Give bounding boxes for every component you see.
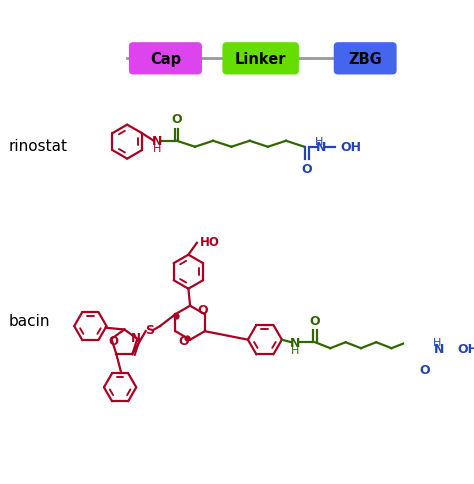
Text: rinostat: rinostat xyxy=(8,139,67,154)
Text: O: O xyxy=(301,163,312,176)
Text: H: H xyxy=(292,345,300,355)
Text: HO: HO xyxy=(201,235,220,248)
Text: N: N xyxy=(316,141,327,154)
Text: O: O xyxy=(310,314,320,327)
Text: Linker: Linker xyxy=(235,52,286,67)
Text: O: O xyxy=(198,304,208,317)
Text: OH: OH xyxy=(340,141,361,154)
FancyBboxPatch shape xyxy=(129,43,202,76)
Text: O: O xyxy=(108,334,118,348)
Text: N: N xyxy=(434,342,444,355)
Text: Cap: Cap xyxy=(150,52,181,67)
FancyBboxPatch shape xyxy=(222,43,299,76)
FancyBboxPatch shape xyxy=(334,43,397,76)
Text: O: O xyxy=(419,363,430,377)
Text: H: H xyxy=(153,144,162,154)
Text: H: H xyxy=(315,136,323,147)
Text: O: O xyxy=(178,334,189,348)
Text: N: N xyxy=(152,135,163,148)
Text: N: N xyxy=(290,336,301,349)
Text: S: S xyxy=(146,323,155,336)
Text: OH: OH xyxy=(458,342,474,355)
Text: H: H xyxy=(432,337,441,348)
Text: N: N xyxy=(131,331,141,344)
Text: ZBG: ZBG xyxy=(348,52,382,67)
Text: O: O xyxy=(172,113,182,126)
Text: bacin: bacin xyxy=(8,313,50,328)
